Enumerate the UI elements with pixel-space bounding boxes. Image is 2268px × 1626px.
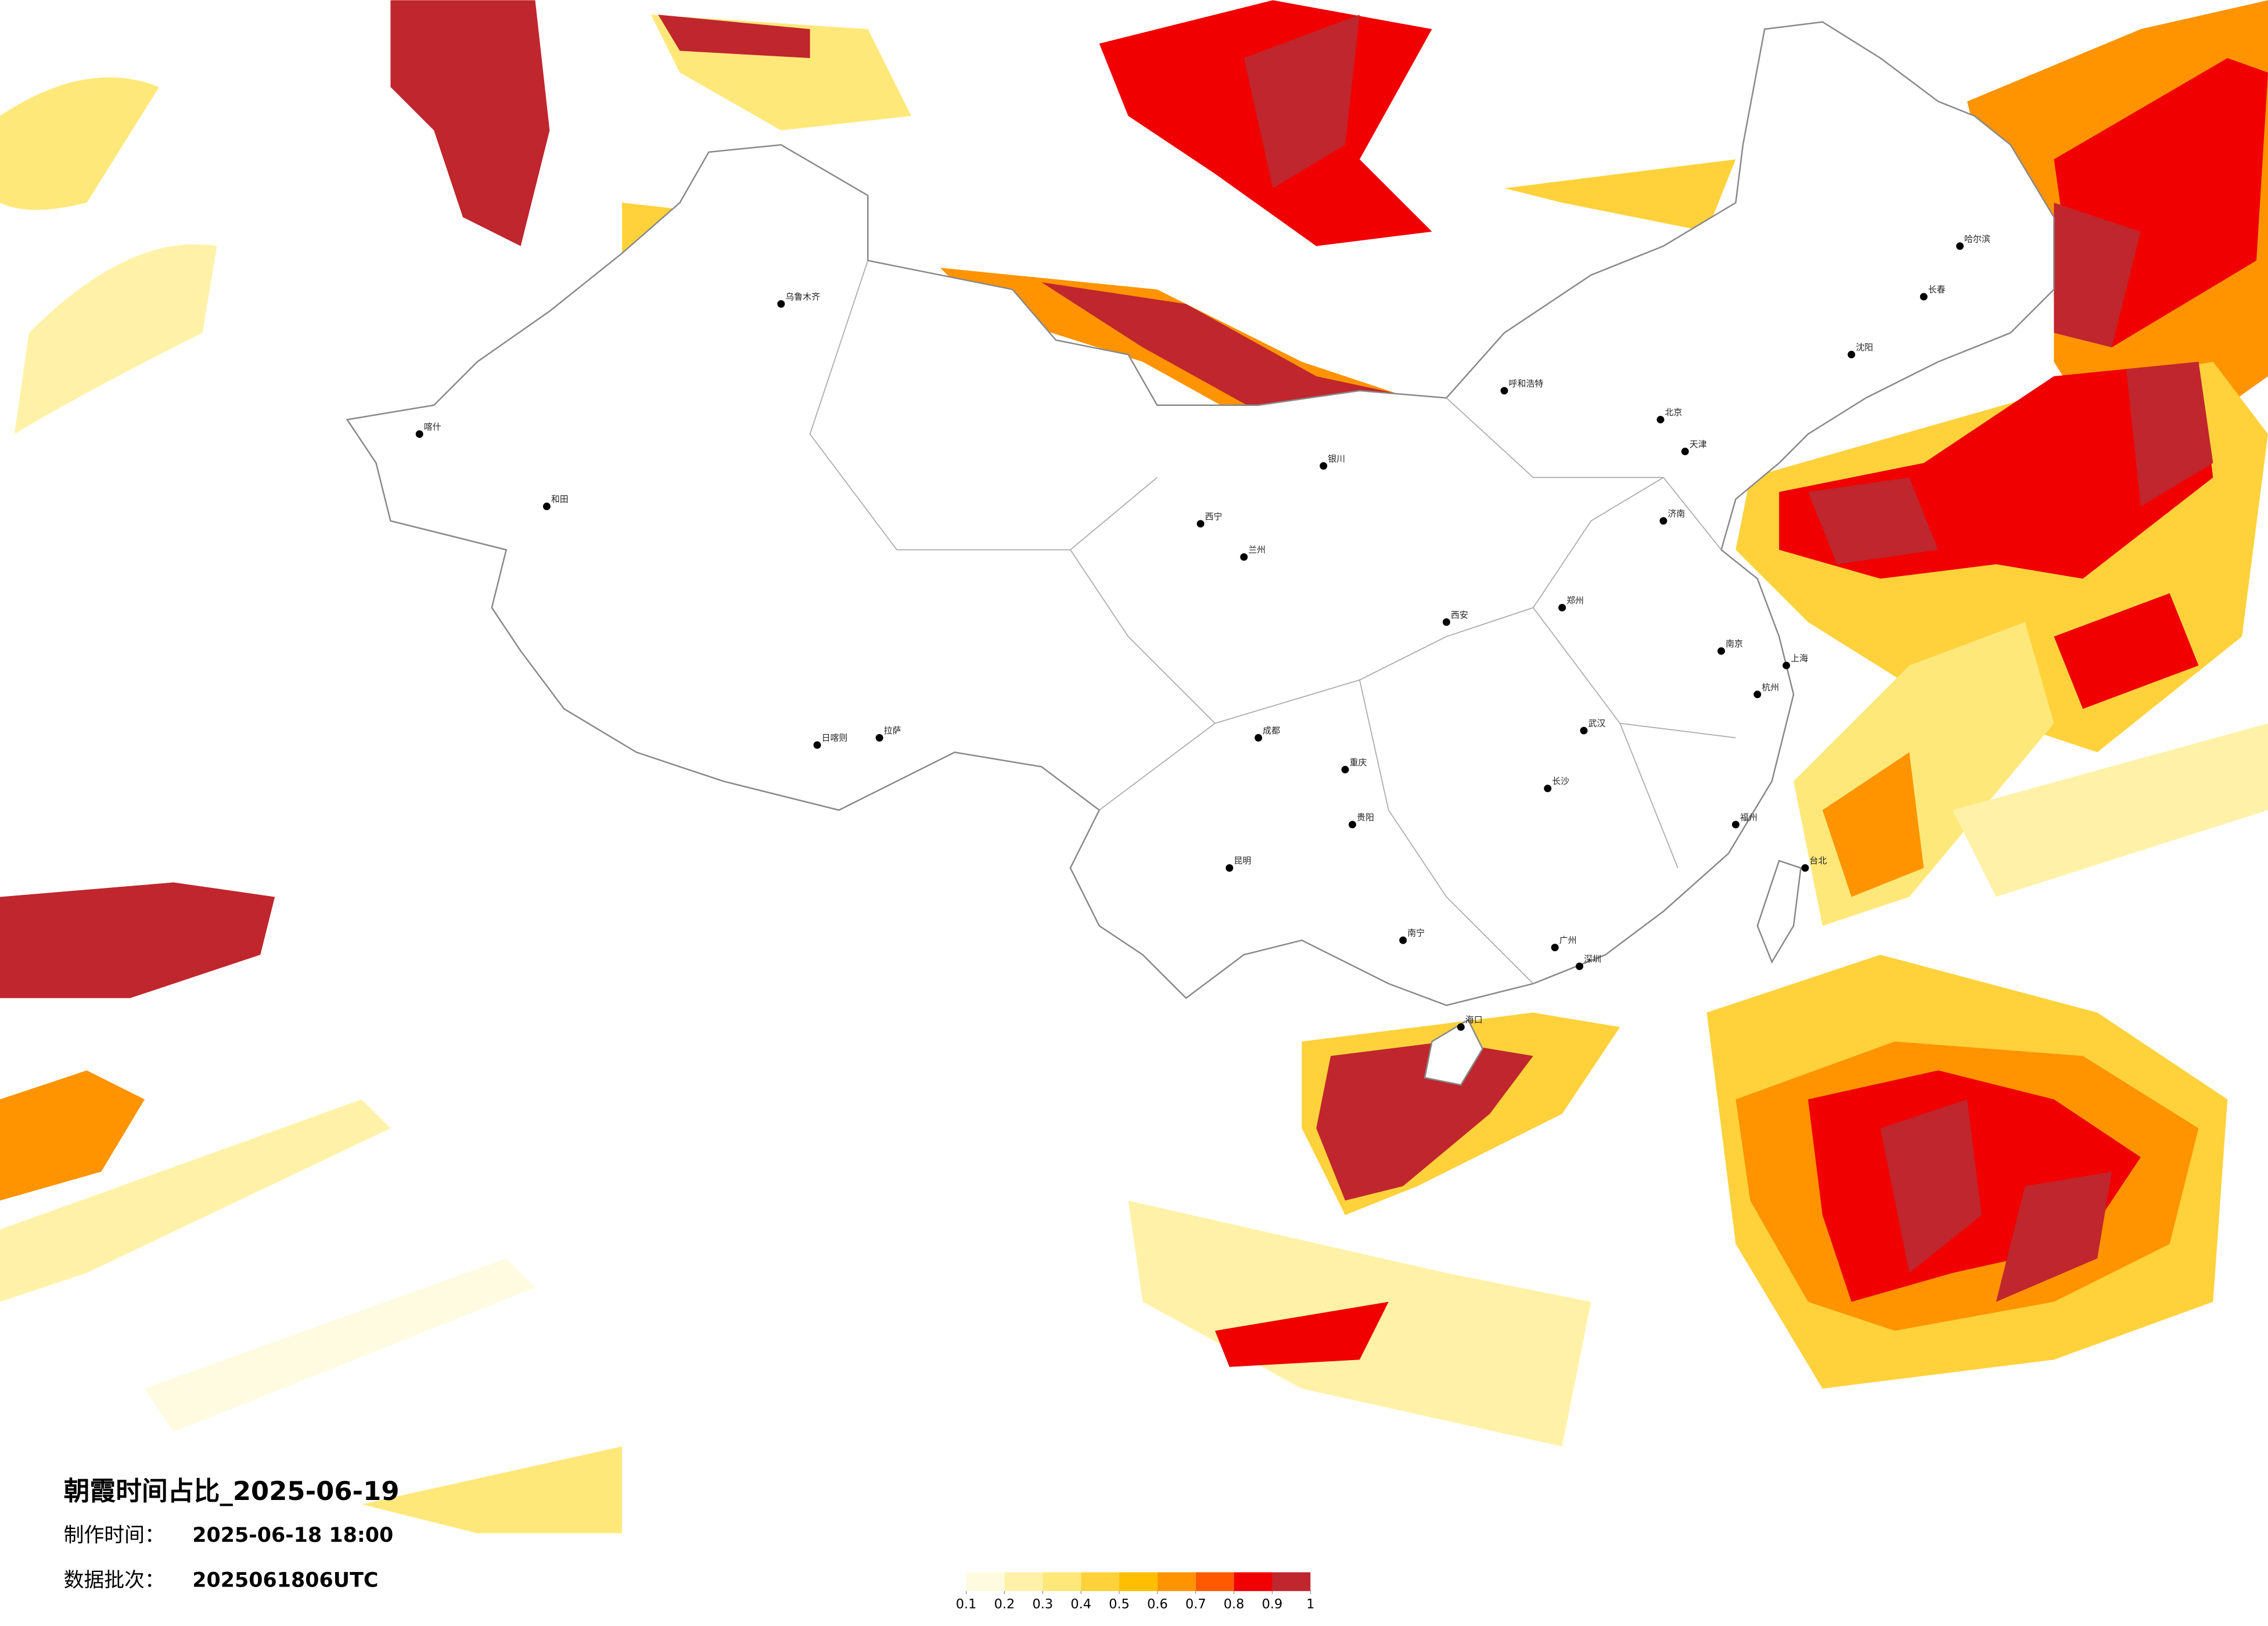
city-label: 长春	[1928, 284, 1946, 294]
city-label: 长沙	[1552, 776, 1569, 786]
city-label: 拉萨	[884, 725, 901, 736]
made-label: 制作时间：	[64, 1524, 165, 1547]
city-label: 天津	[1690, 439, 1707, 449]
city-label: 哈尔滨	[1964, 233, 1990, 244]
city-label: 武汉	[1588, 718, 1605, 729]
city-label: 成都	[1263, 725, 1280, 736]
city-label: 海口	[1465, 1015, 1483, 1025]
city-dot	[1848, 351, 1856, 359]
city-dot	[1659, 517, 1667, 525]
made-time: 2025-06-18 18:00	[192, 1524, 393, 1547]
city-dot	[1717, 647, 1726, 655]
city-label: 银川	[1328, 454, 1345, 464]
city-label: 西宁	[1205, 511, 1223, 521]
city-dot	[1240, 553, 1248, 561]
legend-tick-label: 1	[1306, 1597, 1314, 1612]
city-dot	[1956, 242, 1964, 250]
city-label: 西安	[1451, 610, 1468, 620]
city-label: 昆明	[1234, 855, 1251, 866]
city-label: 兰州	[1248, 545, 1266, 555]
batch: 2025061806UTC	[192, 1569, 378, 1592]
legend-swatch	[1272, 1572, 1311, 1591]
city-dot	[813, 741, 821, 749]
city-dot	[1753, 690, 1762, 699]
batch-label: 数据批次：	[64, 1569, 165, 1592]
city-dot	[1576, 962, 1584, 970]
city-label: 福州	[1740, 812, 1757, 822]
legend-swatch	[1157, 1572, 1196, 1591]
legend-tick-label: 0.4	[1070, 1597, 1091, 1612]
city-dot	[1801, 864, 1809, 872]
legend-swatch	[1043, 1572, 1081, 1591]
city-label: 呼和浩特	[1509, 378, 1544, 388]
city-label: 南京	[1726, 639, 1743, 649]
city-dot	[777, 300, 785, 308]
legend-tick-label: 0.7	[1185, 1597, 1206, 1612]
city-dot	[1225, 864, 1234, 872]
city-dot	[1544, 785, 1552, 793]
city-dot	[1349, 821, 1357, 829]
city-dot	[542, 502, 551, 510]
city-dot	[1558, 603, 1566, 611]
legend-swatch	[1081, 1572, 1120, 1591]
city-label: 乌鲁木齐	[785, 292, 820, 302]
city-dot	[875, 734, 883, 742]
city-label: 喀什	[424, 422, 441, 432]
legend-swatch	[966, 1572, 1005, 1591]
legend-tick-label: 0.8	[1224, 1597, 1245, 1612]
legend: 0.1 0.2 0.3 0.4 0.5 0.6 0.7 0.8 0.9 1	[956, 1572, 1314, 1612]
city-label: 贵阳	[1357, 812, 1374, 822]
city-label: 深圳	[1584, 954, 1601, 965]
city-dot	[415, 430, 423, 438]
legend-swatch	[1195, 1572, 1234, 1591]
city-dot	[1500, 387, 1508, 395]
city-dot	[1399, 936, 1407, 944]
header: 朝霞时间占比_2025-06-19 制作时间： 2025-06-18 18:00…	[64, 1476, 400, 1592]
city-dot	[1551, 944, 1559, 952]
city-dot	[1782, 661, 1791, 670]
title: 朝霞时间占比_2025-06-19	[64, 1476, 400, 1506]
city-label: 杭州	[1762, 682, 1779, 692]
legend-tick-label: 0.5	[1109, 1597, 1130, 1612]
city-label: 济南	[1667, 508, 1685, 519]
weather-field	[0, 0, 2268, 1534]
city-label: 沈阳	[1856, 342, 1873, 352]
city-label: 日喀则	[822, 732, 848, 743]
city-dot	[1196, 520, 1205, 528]
legend-swatch	[1119, 1572, 1158, 1591]
city-dot	[1320, 462, 1328, 470]
city-dot	[1255, 734, 1263, 742]
city-dot	[1442, 618, 1450, 626]
legend-tick-label: 0.2	[994, 1597, 1015, 1612]
legend-tick-label: 0.9	[1262, 1597, 1283, 1612]
legend-swatch	[1234, 1572, 1273, 1591]
city-label: 郑州	[1566, 595, 1584, 606]
legend-tick-label: 0.6	[1147, 1597, 1168, 1612]
city-label: 上海	[1791, 653, 1808, 664]
country-outline	[346, 21, 2055, 1086]
city-dot	[1656, 416, 1665, 424]
city-dot	[1457, 1023, 1465, 1031]
city-label: 广州	[1559, 935, 1577, 945]
city-label: 北京	[1665, 407, 1682, 418]
city-dot	[1341, 765, 1349, 774]
city-label: 南宁	[1407, 928, 1425, 938]
legend-swatch	[1004, 1572, 1043, 1591]
city-dot	[1580, 726, 1588, 735]
legend-tick-label: 0.1	[956, 1597, 977, 1612]
legend-tick-label: 0.3	[1033, 1597, 1054, 1612]
city-dot	[1920, 293, 1928, 301]
city-dot	[1681, 447, 1689, 455]
city-dot	[1732, 821, 1739, 829]
city-label: 重庆	[1350, 757, 1367, 768]
city-label: 和田	[551, 494, 569, 505]
city-label: 台北	[1810, 855, 1827, 866]
